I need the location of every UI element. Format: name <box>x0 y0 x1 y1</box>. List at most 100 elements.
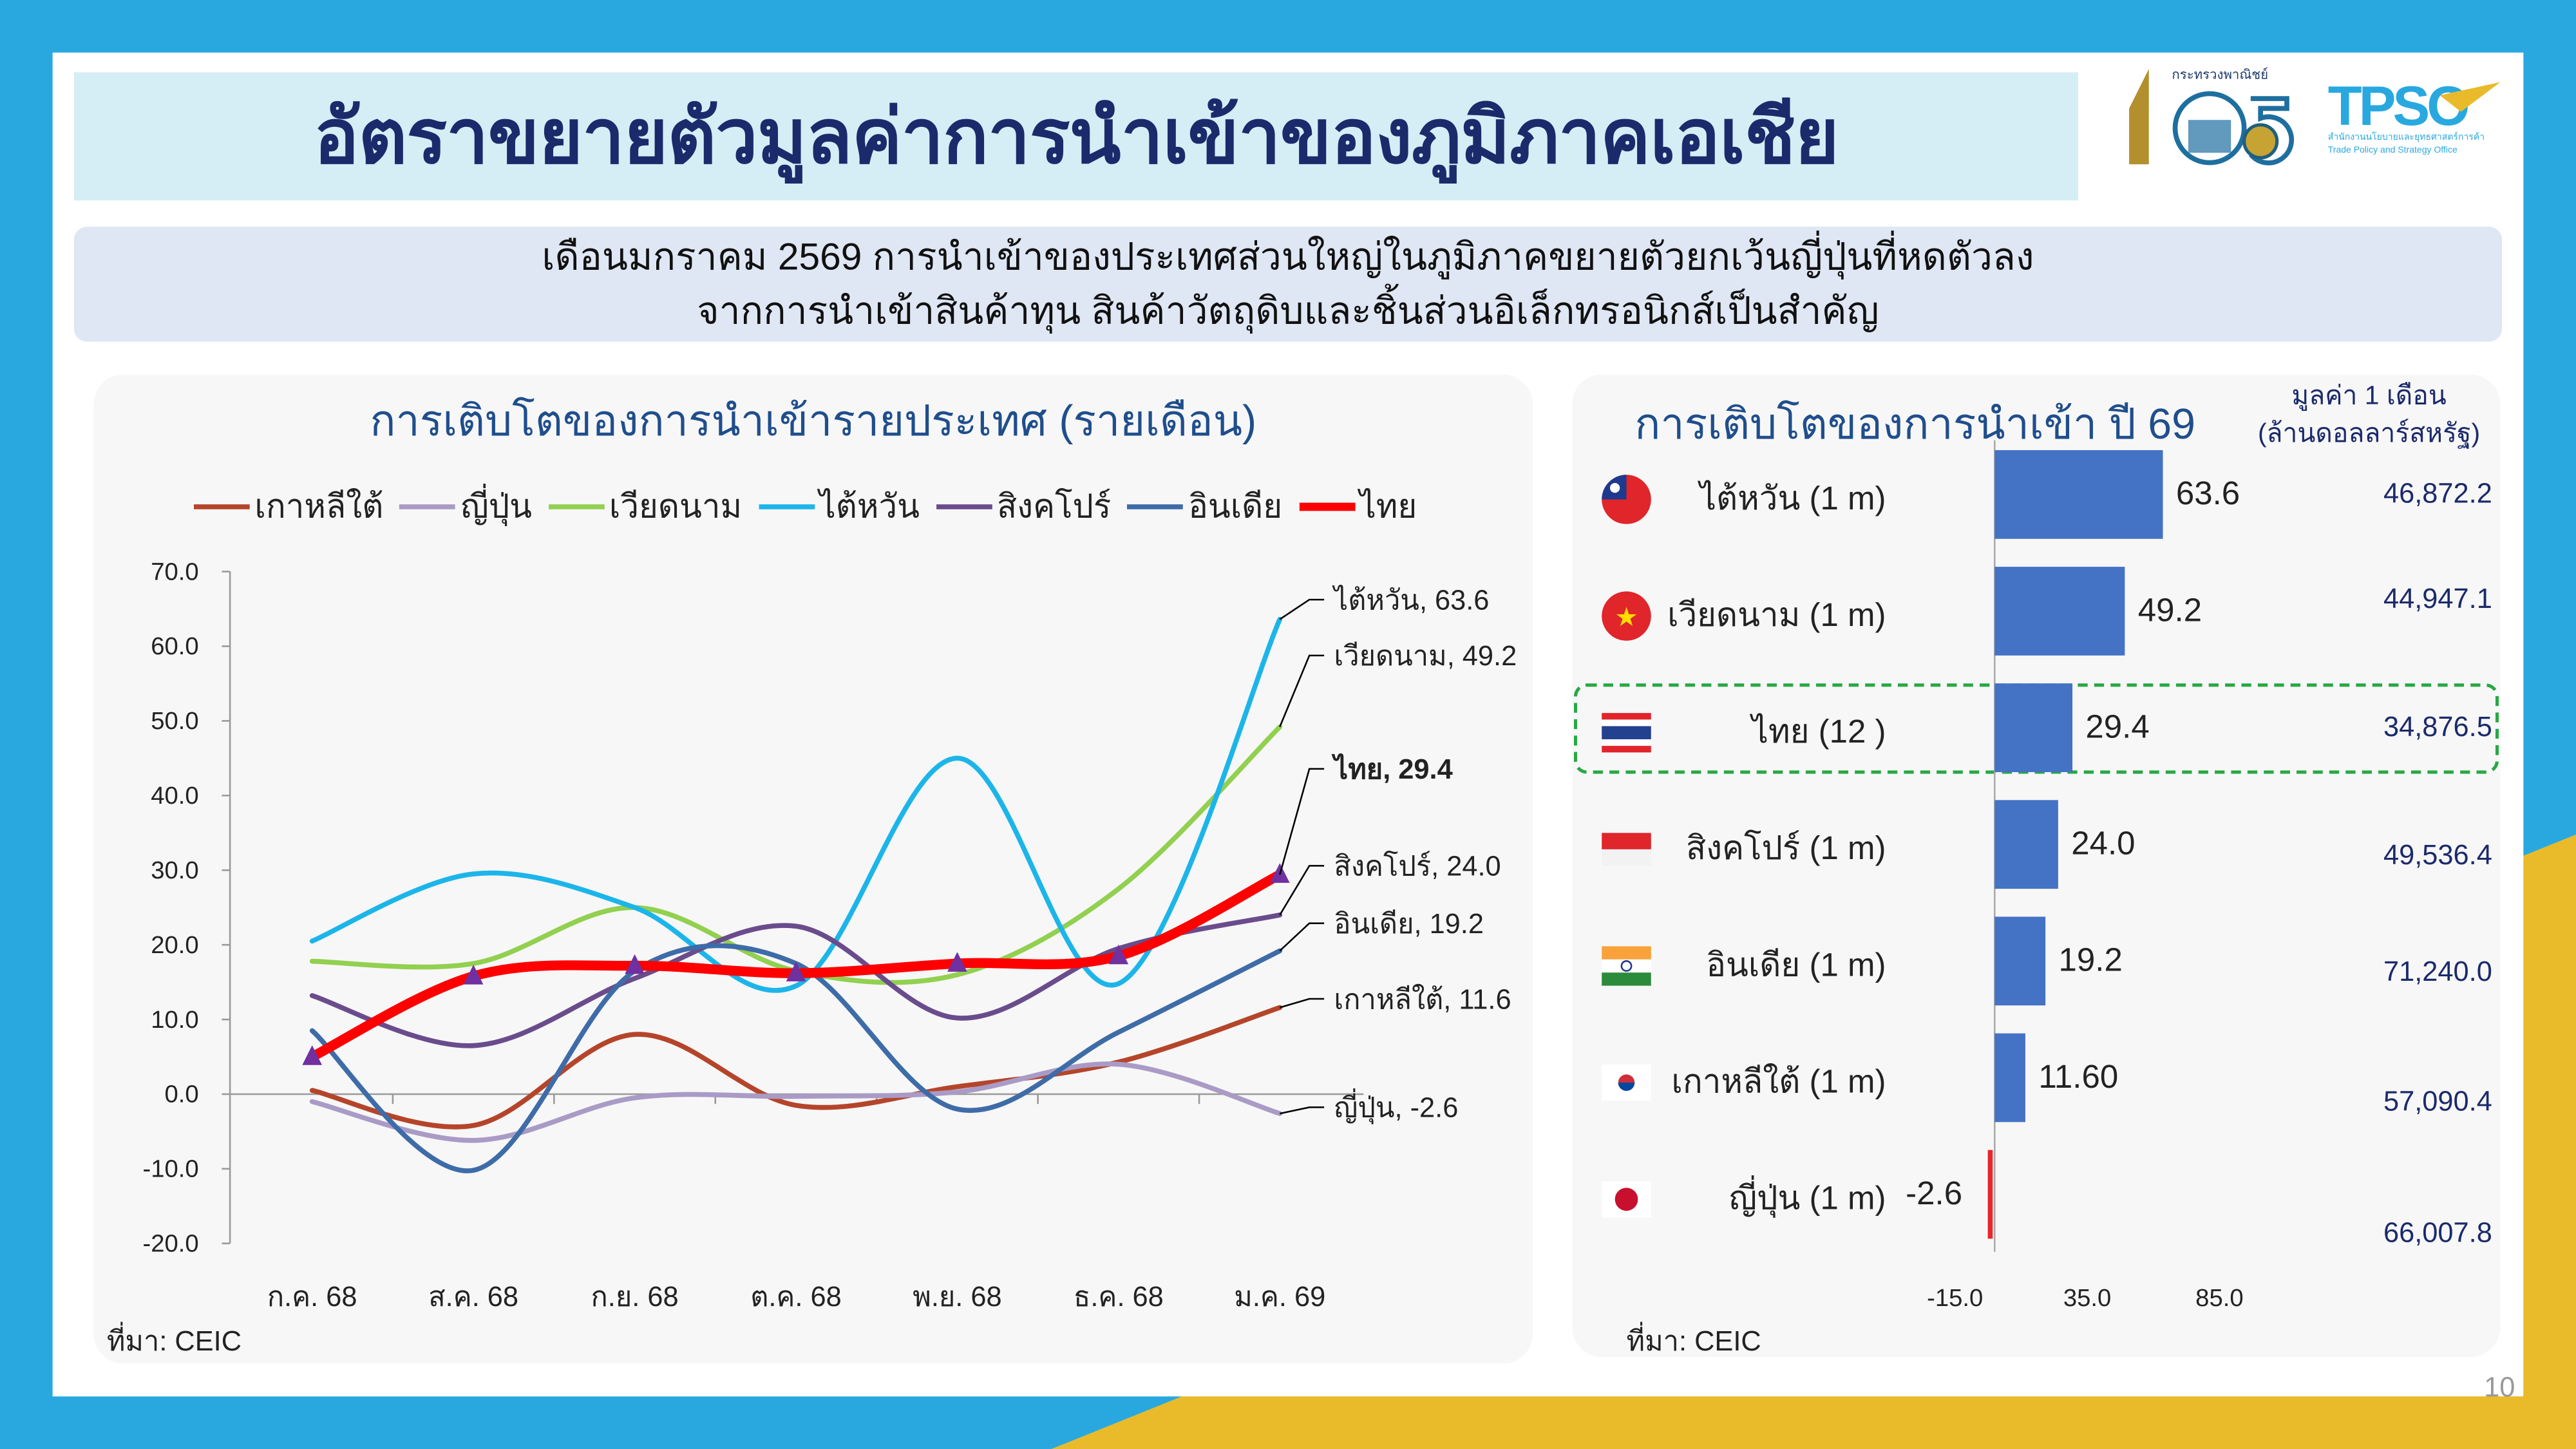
bar-row-label: ไต้หวัน (1 m) <box>1700 481 1886 518</box>
x-tick-label: ธ.ค. 68 <box>1074 1282 1164 1312</box>
thai-marker <box>786 961 806 981</box>
bar-row-label: สิงคโปร์ (1 m) <box>1685 831 1886 867</box>
import-value: 57,090.4 <box>2383 1086 2492 1117</box>
bar-chart-source: ที่มา: CEIC <box>1626 1325 1761 1358</box>
line-chart-source: ที่มา: CEIC <box>106 1325 242 1358</box>
line-chart-panel <box>93 374 1533 1364</box>
legend-swatch <box>1127 503 1184 509</box>
logos: กระทรวงพาณิชย์ TPSO สำนักงานนโยบายและยุท… <box>2129 67 2501 166</box>
callout-leader <box>1280 1106 1325 1115</box>
x-tick-label: ก.ค. 68 <box>267 1282 357 1312</box>
bar-row-label: เกาหลีใต้ (1 m) <box>1671 1065 1886 1101</box>
bar-row-label: ญี่ปุ่น (1 m) <box>1728 1181 1886 1218</box>
series-line-5 <box>309 943 1283 1173</box>
title-banner: อัตราขยายตัวมูลค่าการนำเข้าของภูมิภาคเอเ… <box>73 72 2079 201</box>
legend-swatch <box>548 503 605 509</box>
legend-label: อินเดีย <box>1188 489 1283 526</box>
svg-text:★: ★ <box>1615 602 1638 632</box>
thai-marker <box>625 954 645 974</box>
bar-value-label: 49.2 <box>2137 592 2202 630</box>
svg-text:สำนักงานนโยบายและยุทธศาสตร์การ: สำนักงานนโยบายและยุทธศาสตร์การค้า <box>2328 131 2485 142</box>
summary-box: เดือนมกราคม 2569 การนำเข้าของประเทศส่วนใ… <box>73 227 2503 342</box>
callout-leader <box>1279 865 1325 916</box>
moc-105-logo: กระทรวงพาณิชย์ <box>2129 67 2295 166</box>
bar-value-label: 24.0 <box>2071 826 2136 863</box>
bar-value-label: 11.60 <box>2038 1059 2119 1096</box>
bar <box>1994 567 2125 656</box>
thai-marker <box>302 1045 322 1065</box>
callout-leader <box>1279 598 1325 620</box>
tpso-logo: TPSO สำนักงานนโยบายและยุทธศาสตร์การค้า T… <box>2328 75 2501 155</box>
bar-value-label: 19.2 <box>2058 943 2123 980</box>
x-tick-label: ต.ค. 68 <box>750 1282 842 1312</box>
page-number: 10 <box>2484 1372 2515 1403</box>
end-label: ไทย, 29.4 <box>1331 753 1452 785</box>
japan-flag-icon <box>1602 1181 1651 1218</box>
summary-line-2: จากการนำเข้าสินค้าทุน สินค้าวัตถุดิบและช… <box>697 289 1879 332</box>
y-tick-label: -10.0 <box>142 1155 198 1183</box>
legend-swatch <box>1298 502 1355 511</box>
svg-text:TPSO: TPSO <box>2328 75 2468 137</box>
bar <box>1994 800 2058 889</box>
line-chart-title: การเติบโตของการนำเข้ารายประเทศ (รายเดือน… <box>370 395 1257 446</box>
legend-swatch <box>194 503 250 509</box>
summary-line-1: เดือนมกราคม 2569 การนำเข้าของประเทศส่วนใ… <box>542 234 2034 278</box>
x-tick-label: ม.ค. 69 <box>1234 1282 1325 1312</box>
legend-item: เวียดนาม <box>548 480 742 533</box>
legend-swatch <box>399 503 456 509</box>
x-tick-label: ก.ย. 68 <box>591 1282 679 1312</box>
x-tick-label: ส.ค. 68 <box>428 1282 518 1312</box>
thailand-flag-icon <box>1602 713 1651 753</box>
india-flag-icon <box>1602 946 1651 986</box>
legend-swatch <box>758 503 815 509</box>
legend-label: ญี่ปุ่น <box>460 489 533 526</box>
thai-marker <box>1108 944 1129 965</box>
end-label: ไต้หวัน, 63.6 <box>1332 583 1489 616</box>
bar-x-tick-label: 85.0 <box>2195 1284 2243 1312</box>
bar-x-tick-label: -15.0 <box>1927 1284 1983 1312</box>
legend-swatch <box>936 503 992 509</box>
bar <box>1994 450 2163 539</box>
page-title: อัตราขยายตัวมูลค่าการนำเข้าของภูมิภาคเอเ… <box>314 93 1839 178</box>
bar-x-tick-label: 35.0 <box>2063 1284 2111 1312</box>
y-tick-label: 0.0 <box>164 1081 198 1108</box>
legend-label: เกาหลีใต้ <box>254 489 384 526</box>
y-tick-label: 10.0 <box>151 1006 198 1034</box>
legend-label: สิงคโปร์ <box>996 489 1112 526</box>
y-tick-label: 20.0 <box>151 931 198 959</box>
import-value: 34,876.5 <box>2383 711 2492 743</box>
import-value: 44,947.1 <box>2383 583 2492 615</box>
legend-item: ญี่ปุ่น <box>399 480 533 533</box>
bar <box>1987 1150 1993 1239</box>
legend-item: สิงคโปร์ <box>936 480 1112 533</box>
import-value: 49,536.4 <box>2383 839 2492 871</box>
value-header-line-2: (ล้านดอลลาร์สหรัฐ) <box>2257 421 2481 449</box>
bar-row-label: ไทย (12 ) <box>1752 714 1886 751</box>
bar-value-label: 63.6 <box>2175 476 2240 513</box>
series-line-1 <box>309 1061 1283 1143</box>
svg-text:Trade Policy and Strategy Offi: Trade Policy and Strategy Office <box>2328 144 2458 155</box>
y-tick-label: -20.0 <box>142 1230 198 1258</box>
bar-value-label: -2.6 <box>1906 1176 1963 1213</box>
bar-value-label: 29.4 <box>2085 710 2150 746</box>
bar-row-label: อินเดีย (1 m) <box>1706 947 1886 985</box>
callout-leader <box>1279 922 1325 952</box>
y-tick-label: 30.0 <box>151 857 198 884</box>
callout-leader <box>1279 998 1325 1009</box>
legend-label: ไต้หวัน <box>819 489 920 526</box>
taiwan-flag-icon <box>1602 475 1651 524</box>
y-tick-label: 70.0 <box>151 558 198 585</box>
end-label: เกาหลีใต้, 11.6 <box>1334 983 1511 1015</box>
legend-label: ไทย <box>1359 489 1417 526</box>
import-value: 66,007.8 <box>2383 1217 2492 1249</box>
bar-chart-title: การเติบโตของการนำเข้า ปี 69 <box>1634 399 2195 449</box>
bar <box>1994 916 2046 1006</box>
moc-thai-text: กระทรวงพาณิชย์ <box>2172 67 2268 82</box>
vietnam-flag-icon: ★ <box>1602 591 1651 641</box>
value-header-line-1: มูลค่า 1 เดือน <box>2291 383 2447 411</box>
bar <box>1994 683 2073 772</box>
singapore-flag-icon <box>1602 833 1651 866</box>
value-column-header: มูลค่า 1 เดือน (ล้านดอลลาร์สหรัฐ) <box>2237 378 2500 453</box>
